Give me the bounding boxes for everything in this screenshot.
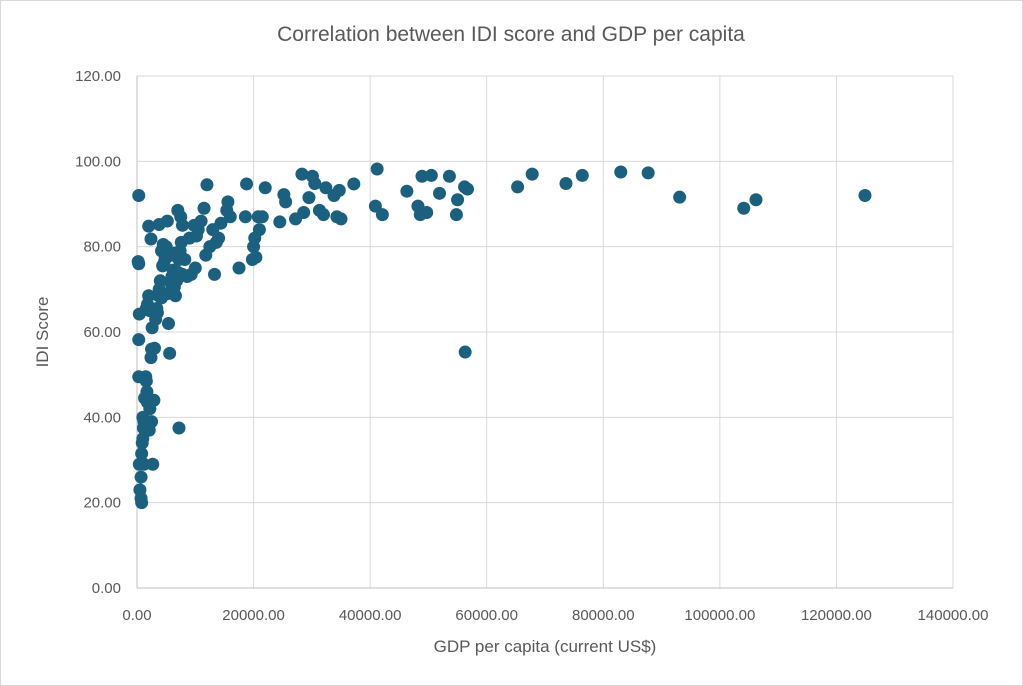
data-point	[451, 193, 465, 207]
data-point	[150, 306, 164, 320]
data-point	[415, 169, 429, 183]
y-axis-ticks: 0.00 20.00 40.00 60.00 80.00 100.00 120.00	[75, 68, 121, 597]
data-point	[142, 289, 156, 303]
data-point	[370, 162, 384, 176]
data-point	[858, 188, 872, 202]
y-tick-label: 0.00	[92, 580, 121, 597]
data-point	[673, 190, 687, 204]
data-point	[139, 374, 153, 388]
data-point	[144, 232, 158, 246]
data-point	[575, 168, 589, 182]
data-point	[134, 470, 148, 484]
data-point	[749, 193, 763, 207]
data-point	[433, 186, 447, 200]
data-point	[449, 208, 463, 222]
data-point	[317, 208, 331, 222]
data-point	[168, 289, 182, 303]
x-tick-label: 20000.00	[222, 607, 285, 624]
data-point	[132, 188, 146, 202]
y-tick-label: 120.00	[75, 68, 121, 85]
x-tick-label: 140000.00	[918, 607, 989, 624]
data-point	[153, 274, 167, 288]
data-point	[168, 246, 182, 260]
data-point	[332, 183, 346, 197]
data-point	[137, 457, 151, 471]
data-point	[334, 212, 348, 226]
x-tick-label: 60000.00	[455, 607, 518, 624]
data-point	[375, 208, 389, 222]
data-point	[258, 181, 272, 195]
data-point	[175, 218, 189, 232]
data-point	[347, 177, 361, 191]
data-point	[295, 167, 309, 181]
data-point	[147, 393, 161, 407]
data-point	[132, 257, 146, 271]
data-point	[172, 421, 186, 435]
data-point	[614, 165, 628, 179]
data-point	[249, 250, 263, 264]
data-point	[142, 219, 156, 233]
data-point	[458, 345, 472, 359]
data-point	[641, 166, 655, 180]
data-point	[308, 177, 322, 191]
data-point	[145, 415, 159, 429]
x-axis-title: GDP per capita (current US$)	[434, 637, 657, 656]
data-point	[194, 214, 208, 228]
data-point	[525, 167, 539, 181]
y-tick-label: 100.00	[75, 153, 121, 170]
x-axis-ticks: 0.00 20000.00 40000.00 60000.00 80000.00 1000…	[122, 607, 988, 624]
data-point	[420, 206, 434, 220]
y-tick-label: 40.00	[83, 409, 121, 426]
data-point	[208, 267, 222, 281]
data-point	[161, 316, 175, 330]
data-point	[737, 201, 751, 215]
data-point	[197, 201, 211, 215]
data-point	[221, 195, 235, 209]
data-point	[319, 181, 333, 195]
x-tick-label: 0.00	[122, 607, 151, 624]
data-point	[252, 223, 266, 237]
data-point	[460, 182, 474, 196]
data-point	[238, 210, 252, 224]
y-tick-label: 60.00	[83, 324, 121, 341]
y-tick-label: 80.00	[83, 239, 121, 256]
data-point	[400, 184, 414, 198]
data-point	[135, 496, 149, 510]
data-point	[135, 447, 149, 461]
x-tick-label: 40000.00	[339, 607, 402, 624]
data-point	[212, 231, 226, 245]
data-point	[178, 252, 192, 266]
data-point	[273, 215, 287, 229]
data-point	[214, 216, 228, 230]
data-point	[240, 177, 254, 191]
data-point	[188, 261, 202, 275]
chart-title: Correlation between IDI score and GDP pe…	[277, 23, 745, 46]
y-tick-label: 20.00	[83, 495, 121, 512]
x-tick-label: 100000.00	[684, 607, 755, 624]
data-point	[147, 341, 161, 355]
data-point	[279, 195, 293, 209]
data-point	[223, 210, 237, 224]
x-tick-label: 80000.00	[572, 607, 635, 624]
data-point	[297, 206, 311, 220]
data-point	[442, 169, 456, 183]
data-point	[200, 178, 214, 192]
data-point	[559, 177, 573, 191]
data-point	[160, 214, 174, 228]
x-tick-label: 120000.00	[801, 607, 872, 624]
data-point	[132, 333, 146, 347]
data-point	[302, 191, 316, 205]
data-point	[424, 168, 438, 182]
data-point	[255, 210, 269, 224]
data-point	[232, 261, 246, 275]
data-point	[511, 180, 525, 194]
gridlines	[137, 75, 954, 588]
y-axis-title: IDI Score	[33, 297, 52, 368]
data-points	[131, 162, 872, 510]
data-point	[163, 346, 177, 360]
